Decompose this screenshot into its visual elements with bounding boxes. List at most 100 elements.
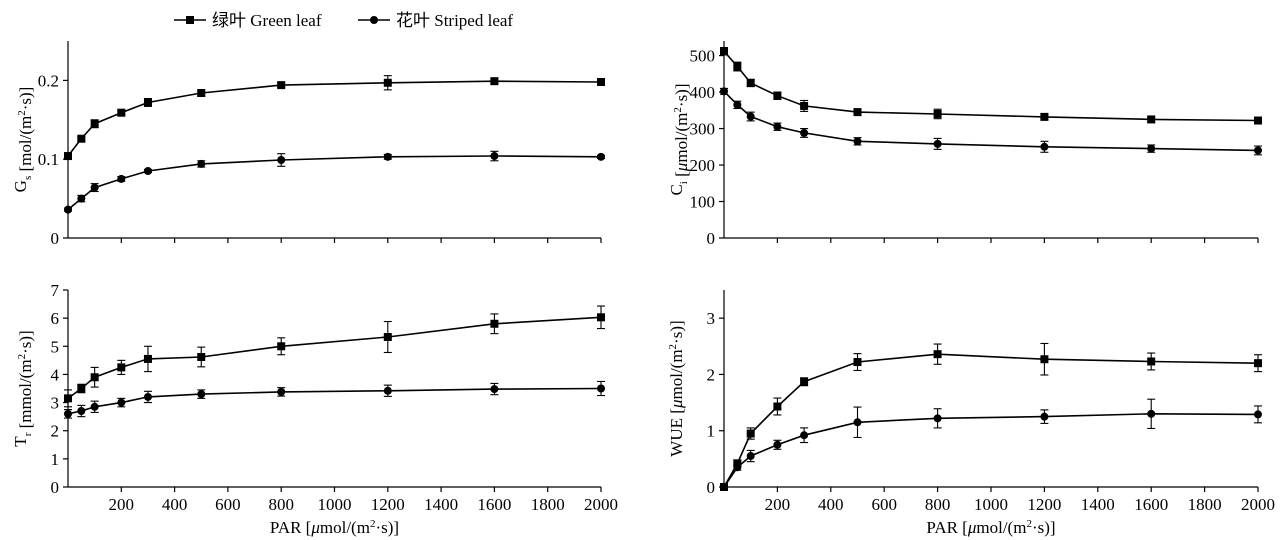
y-tick-label: 6 [51,309,60,328]
series-green-leaf [720,47,1262,125]
y-axis-label: Ci [μmol/(m2·s)] [667,83,691,195]
x-axis-label-text: PAR [ [270,518,312,537]
data-point-square [720,47,728,56]
data-point-square [746,78,755,87]
legend-label-striped: 花叶 Striped leaf [396,11,513,30]
data-point-circle [773,122,782,131]
data-point-square [383,332,392,341]
x-axis-label-unit: mol/(m [976,518,1026,537]
y-axis-label-unit-rest: mol/(m [672,113,691,163]
x-axis-label-unit: mol/(m [320,518,370,537]
data-point-square [933,350,942,359]
y-tick-label: 0 [51,478,60,497]
x-tick-label: 600 [215,495,241,514]
legend-circle-marker [370,16,378,24]
y-axis-label-sup: 2 [16,354,28,360]
data-point-square [1254,359,1262,368]
data-point-circle [853,137,862,146]
series-green-leaf [64,305,605,408]
y-tick-label: 0 [51,229,60,248]
y-axis-label: WUE [μmol/(m2·s)] [667,320,686,456]
x-tick-label: 1800 [1188,495,1222,514]
data-point-circle [733,463,742,472]
chart-panel-gs: 00.10.2Gs [mol/(m2·s)] [11,41,605,248]
x-tick-label: 800 [925,495,951,514]
data-point-square [1147,115,1156,124]
series-line [723,50,1259,122]
y-tick-label: 0.1 [38,150,59,169]
data-point-square [1254,116,1262,125]
data-point-circle [853,418,862,427]
data-point-circle [720,483,728,491]
x-axis-label: PAR [μmol/(m2·s)] [926,518,1055,537]
y-tick-label: 2 [51,422,60,441]
data-point-circle [597,152,605,161]
y-tick-label: 5 [51,337,60,356]
x-tick-label: 1600 [1134,495,1168,514]
data-point-circle [1254,410,1262,419]
y-axis-label: Tr [mmol/(m2·s)] [11,330,35,446]
y-axis-label-sub: s [22,176,34,180]
data-point-square [746,429,755,438]
x-tick-label: 1600 [477,495,511,514]
data-point-circle [597,384,605,393]
legend-square-marker [186,16,194,24]
data-point-square [90,119,99,128]
data-point-circle [64,205,72,214]
y-tick-label: 7 [51,281,60,300]
chart-panel-wue: 0 1 2 3 200 400 600 800 1000 1200 1400 1600 1800 2000… [667,290,1275,537]
data-point-square [1147,357,1156,366]
series-line [723,412,1259,488]
y-axis-label-sub: r [22,432,34,436]
data-point-circle [773,440,782,449]
x-tick-label: 200 [109,495,135,514]
x-axis-label-mu: μ [967,518,977,537]
x-axis-label-text: PAR [ [926,518,968,537]
data-point-circle [1040,412,1049,421]
x-tick-label: 1200 [371,495,405,514]
data-point-square [800,377,809,386]
y-tick-label: 500 [690,47,716,66]
data-point-circle [90,402,99,411]
y-axis-label-main: WUE [667,418,686,457]
data-point-square [277,81,286,90]
data-point-square [1040,355,1049,364]
series-line [723,353,1259,488]
data-point-square [1040,112,1049,121]
y-axis-label-unit: [mol/(m [16,116,35,176]
chart-panel-tr: 0 1 2 3 4 5 6 7 200 400 600 800 1000 1200 1400 1600 1800… [11,281,618,537]
data-point-circle [383,386,392,395]
y-tick-label: 300 [690,120,716,139]
x-tick-label: 600 [871,495,897,514]
legend: 绿叶 Green leaf 花叶 Striped leaf [174,11,513,30]
data-point-square [597,77,605,86]
data-point-circle [143,167,152,176]
y-axis-label-unit: [ [672,171,691,181]
x-axis-label-end: ·s)] [375,518,399,537]
x-tick-label: 200 [765,495,791,514]
y-axis-label-end: ·s)] [672,83,691,107]
series-striped-leaf [64,380,605,419]
y-axis-label: Gs [mol/(m2·s)] [11,87,35,193]
data-point-circle [277,155,286,164]
series-green-leaf [64,75,605,161]
data-point-circle [746,112,755,121]
data-point-circle [64,409,72,418]
chart-panel-ci: 0 100 200 300 400 500 Ci [μmol/(m2·s)] [667,41,1262,248]
series-line [67,387,602,415]
y-tick-label: 2 [707,365,716,384]
x-tick-label: 400 [818,495,844,514]
y-tick-label: 0 [707,478,716,497]
x-axis-label-sup: 2 [1026,518,1032,530]
data-point-square [64,394,72,403]
series-striped-leaf [720,87,1262,156]
x-tick-label: 400 [162,495,188,514]
data-point-circle [197,390,206,399]
data-point-circle [720,87,728,96]
y-axis-label-end: ·s)] [667,320,686,344]
data-point-square [90,373,99,382]
data-point-square [197,352,206,361]
x-tick-label: 800 [268,495,294,514]
y-tick-label: 100 [690,193,716,212]
